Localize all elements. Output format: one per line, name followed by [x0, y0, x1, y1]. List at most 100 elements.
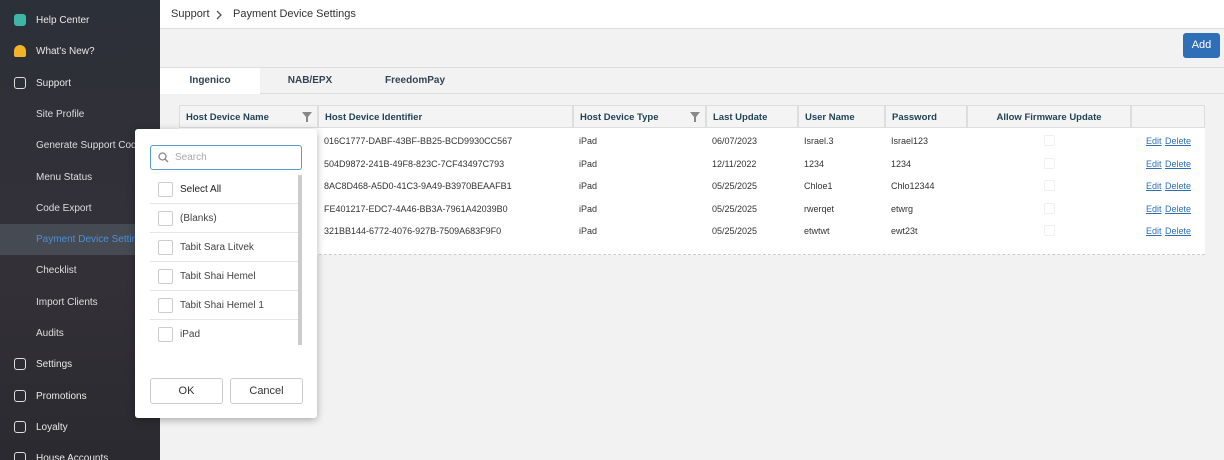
table-cell: Israel123: [891, 136, 929, 146]
sidebar-item[interactable]: What's New?: [0, 36, 160, 67]
sidebar-item[interactable]: Site Profile: [36, 108, 85, 120]
search-icon: [158, 152, 169, 163]
sidebar-item[interactable]: Promotions: [0, 381, 160, 412]
ok-button[interactable]: OK: [150, 378, 223, 404]
table-cell: iPad: [579, 158, 598, 169]
table-cell: iPad: [579, 203, 598, 214]
sidebar-item[interactable]: House Accounts: [0, 443, 160, 460]
edit-link[interactable]: Edit: [1146, 181, 1162, 192]
column-header[interactable]: User Name: [798, 105, 885, 128]
column-header[interactable]: Password: [885, 105, 967, 128]
edit-link[interactable]: Edit: [1146, 136, 1162, 146]
table-cell: iPad: [579, 181, 598, 192]
sidebar-item[interactable]: Import Clients: [36, 296, 98, 308]
option-checkbox[interactable]: [158, 298, 173, 313]
option-checkbox[interactable]: [158, 269, 173, 284]
tab[interactable]: NAB/EPX: [287, 75, 333, 86]
column-header[interactable]: Host Device Name: [179, 105, 318, 128]
firmware-checkbox[interactable]: [1044, 157, 1055, 169]
table-cell: 05/25/2025: [712, 226, 758, 237]
search-input[interactable]: Search: [150, 145, 302, 170]
firmware-checkbox[interactable]: [1044, 225, 1055, 237]
column-header[interactable]: Host Device Type: [573, 105, 706, 128]
table-cell: FE401217-EDC7-4A46-BB3A-7961A42039B0: [324, 203, 508, 214]
sidebar-icon: [14, 358, 26, 371]
delete-link[interactable]: Delete: [1165, 226, 1192, 237]
add-button[interactable]: Add: [1183, 33, 1220, 58]
sidebar-item[interactable]: Code Export: [36, 202, 92, 214]
sidebar-icon: [14, 452, 26, 460]
table-cell: 12/11/2022: [712, 158, 757, 169]
sidebar-icon: [14, 45, 26, 58]
filter-option[interactable]: Select All: [150, 175, 298, 204]
tab[interactable]: FreedomPay: [384, 75, 446, 86]
cancel-button[interactable]: Cancel: [230, 378, 303, 404]
edit-link[interactable]: Edit: [1146, 158, 1162, 169]
sidebar-item[interactable]: Help Center: [0, 5, 160, 36]
delete-link[interactable]: Delete: [1165, 203, 1192, 214]
table-cell: etwtwt: [804, 226, 830, 237]
table-cell: 05/25/2025: [712, 203, 758, 214]
column-header: [1131, 105, 1205, 128]
breadcrumb-link[interactable]: Support: [171, 8, 210, 20]
column-header[interactable]: Last Update: [706, 105, 798, 128]
breadcrumb-current: Payment Device Settings: [233, 8, 356, 20]
delete-link[interactable]: Delete: [1165, 136, 1192, 146]
sidebar-item[interactable]: Support: [0, 68, 160, 99]
breadcrumb-separator: [216, 10, 222, 20]
tab[interactable]: Ingenico: [160, 68, 260, 94]
tab-bar: Ingenico NAB/EPX FreedomPay: [160, 67, 1224, 94]
table-cell: rwerqet: [804, 203, 835, 214]
sidebar-item[interactable]: Menu Status: [36, 171, 93, 183]
search-placeholder: Search: [175, 152, 207, 163]
sidebar-icon: [14, 420, 26, 433]
sidebar: Help Center What's New? Support Site Profil…: [0, 0, 160, 460]
delete-link[interactable]: Delete: [1165, 158, 1192, 169]
table-cell: Chloe1: [804, 181, 833, 192]
table-cell: Israel.3: [804, 136, 834, 146]
sidebar-icon: [14, 76, 26, 89]
table-cell: 8AC8D468-A5D0-41C3-9A49-B3970BEAAFB1: [324, 181, 512, 192]
sidebar-item[interactable]: Checklist: [36, 265, 77, 277]
sidebar-item[interactable]: Loyalty: [0, 412, 160, 443]
filter-icon[interactable]: [690, 112, 700, 122]
filter-option[interactable]: (Blanks): [150, 204, 298, 233]
filter-option[interactable]: iPad: [150, 320, 298, 345]
option-checkbox[interactable]: [158, 240, 173, 255]
filter-option[interactable]: Tabit Shai Hemel 1: [150, 291, 298, 320]
filter-options: Select All (Blanks) Tabit Sara Litvek Tabit…: [150, 175, 302, 345]
filter-option[interactable]: Tabit Sara Litvek: [150, 233, 298, 262]
sidebar-item[interactable]: Generate Support Code: [36, 140, 143, 152]
firmware-checkbox[interactable]: [1044, 202, 1055, 214]
sidebar-item[interactable]: Audits: [36, 328, 64, 339]
sidebar-item[interactable]: Settings: [0, 349, 160, 380]
sidebar-icon: [14, 389, 26, 402]
delete-link[interactable]: Delete: [1165, 181, 1192, 192]
sidebar-item[interactable]: Payment Device Settings: [0, 224, 160, 256]
table-cell: 321BB144-6772-4076-927B-7509A683F9F0: [324, 226, 502, 237]
devices-table: Host Device Name Host Device Identifier Ho…: [179, 105, 1205, 255]
option-checkbox[interactable]: [158, 327, 173, 342]
option-checkbox[interactable]: [158, 182, 173, 197]
column-header[interactable]: Host Device Identifier: [318, 105, 573, 128]
sidebar-icon: [14, 14, 26, 26]
column-header[interactable]: Allow Firmware Update: [967, 105, 1131, 128]
option-checkbox[interactable]: [158, 211, 173, 226]
filter-option[interactable]: Tabit Shai Hemel: [150, 262, 298, 291]
firmware-checkbox[interactable]: [1044, 180, 1055, 192]
edit-link[interactable]: Edit: [1146, 203, 1162, 214]
table-cell: etwrg: [891, 203, 914, 214]
filter-popup: Search Select All (Blanks) Tabit Sara Litv…: [135, 129, 317, 418]
filter-icon[interactable]: [302, 112, 312, 122]
firmware-checkbox[interactable]: [1044, 135, 1055, 146]
table-cell: 1234: [804, 158, 825, 169]
top-bar: Support Payment Device Settings: [160, 0, 1224, 29]
table-cell: iPad: [579, 136, 598, 146]
table-cell: Chlo12344: [891, 181, 935, 192]
table-cell: 1234: [891, 158, 912, 169]
edit-link[interactable]: Edit: [1146, 226, 1162, 237]
table-cell: 06/07/2023: [712, 136, 758, 146]
table-cell: iPad: [579, 226, 598, 237]
table-cell: ewt23t: [891, 226, 918, 237]
